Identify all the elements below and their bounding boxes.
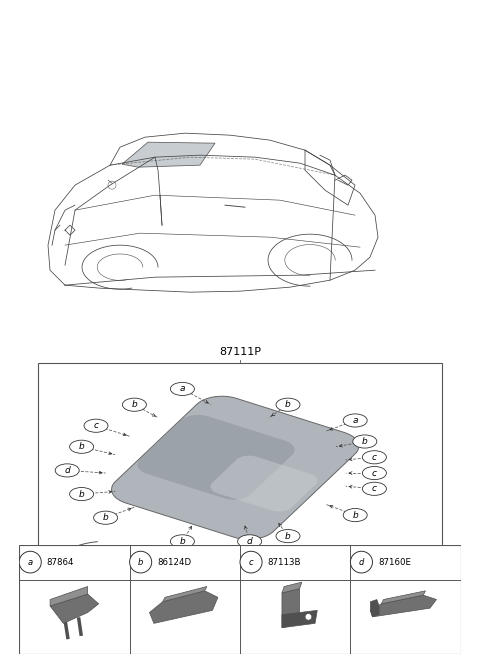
Polygon shape [122,142,215,167]
Polygon shape [149,591,218,623]
Text: d: d [359,558,364,566]
Text: b: b [138,558,144,566]
Circle shape [170,382,194,396]
Circle shape [19,551,41,573]
Text: 87111P: 87111P [219,347,261,357]
Polygon shape [370,599,379,617]
Polygon shape [163,587,207,602]
Circle shape [240,551,262,573]
Text: b: b [180,537,185,546]
Circle shape [353,435,377,448]
Text: 87160E: 87160E [378,558,411,566]
Circle shape [70,440,94,453]
Text: b: b [285,400,291,409]
Text: 87113B: 87113B [268,558,301,566]
Text: 96270C: 96270C [414,557,443,566]
Circle shape [343,414,367,427]
Polygon shape [282,582,302,593]
Circle shape [70,487,94,501]
Circle shape [238,535,262,548]
Text: c: c [94,421,98,430]
Text: b: b [362,437,368,446]
Circle shape [305,614,312,620]
Text: b: b [132,400,137,409]
Text: b: b [79,489,84,499]
Polygon shape [137,415,295,500]
Bar [38,363,442,589]
Circle shape [276,398,300,411]
Polygon shape [370,595,436,617]
Polygon shape [50,594,99,623]
Text: 87127: 87127 [48,593,77,602]
Text: c: c [372,468,377,478]
Text: 87864: 87864 [47,558,74,566]
Circle shape [362,451,386,464]
Text: a: a [352,416,358,425]
Circle shape [84,419,108,432]
Circle shape [130,551,152,573]
Text: c: c [372,453,377,462]
Circle shape [362,466,386,480]
Circle shape [276,530,300,543]
Polygon shape [381,591,425,604]
Text: d: d [64,466,70,475]
Circle shape [94,511,118,524]
Circle shape [122,398,146,411]
Text: b: b [79,442,84,451]
Polygon shape [210,456,318,511]
Text: c: c [372,484,377,493]
Text: 86124D: 86124D [157,558,192,566]
Polygon shape [50,587,88,606]
Text: b: b [285,532,291,541]
Polygon shape [111,396,359,539]
Text: b: b [103,513,108,522]
Polygon shape [282,610,317,627]
Text: c: c [249,558,253,566]
Text: a: a [28,558,33,566]
Circle shape [170,535,194,548]
Polygon shape [282,589,300,627]
Circle shape [362,482,386,495]
Text: a: a [180,384,185,394]
Circle shape [350,551,372,573]
Text: d: d [247,537,252,546]
Text: b: b [352,510,358,520]
Circle shape [343,509,367,522]
Circle shape [55,464,79,477]
